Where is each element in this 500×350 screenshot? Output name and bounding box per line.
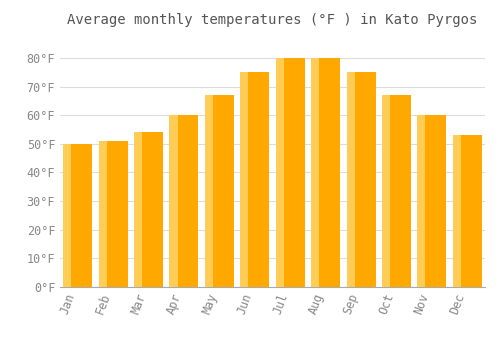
Bar <box>205 95 213 287</box>
Title: Average monthly temperatures (°F ) in Kato Pyrgos: Average monthly temperatures (°F ) in Ka… <box>68 13 478 27</box>
Bar <box>346 72 354 287</box>
Bar <box>346 72 376 287</box>
Bar <box>276 58 304 287</box>
Bar <box>311 58 319 287</box>
Bar <box>205 95 234 287</box>
Bar <box>98 141 106 287</box>
Bar <box>134 132 142 287</box>
Bar <box>170 115 198 287</box>
Bar <box>134 132 163 287</box>
Bar <box>382 95 411 287</box>
Bar <box>311 58 340 287</box>
Bar <box>382 95 390 287</box>
Bar <box>63 144 72 287</box>
Bar <box>170 115 177 287</box>
Bar <box>453 135 461 287</box>
Bar <box>240 72 270 287</box>
Bar <box>276 58 284 287</box>
Bar <box>418 115 446 287</box>
Bar <box>63 144 92 287</box>
Bar <box>453 135 482 287</box>
Bar <box>418 115 426 287</box>
Bar <box>98 141 128 287</box>
Bar <box>240 72 248 287</box>
